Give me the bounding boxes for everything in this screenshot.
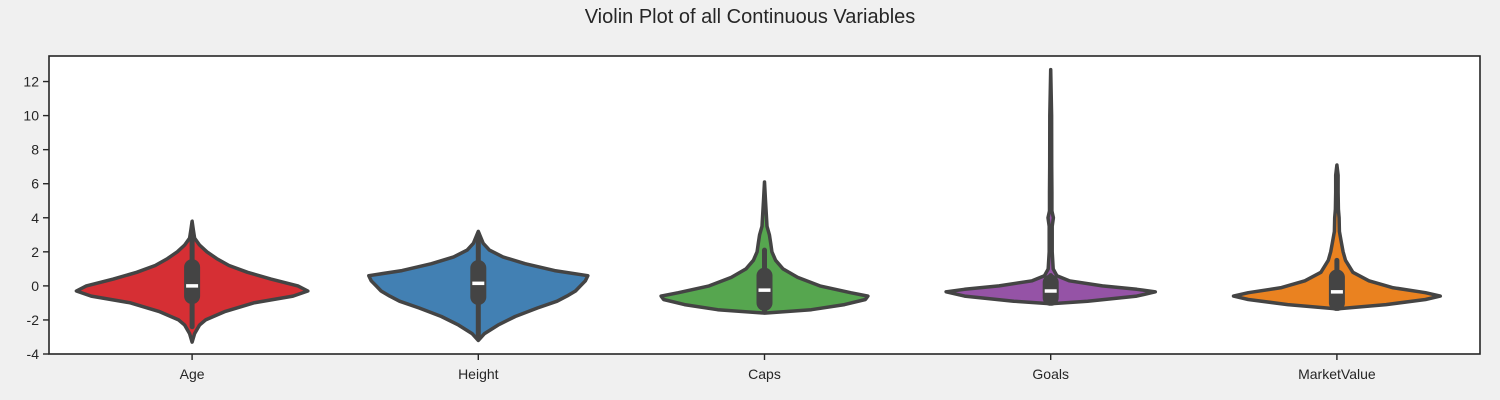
violin-height (367, 229, 590, 343)
x-tick-label: MarketValue (1298, 366, 1376, 382)
y-tick-label: 10 (23, 108, 39, 124)
y-tick-label: -4 (27, 346, 40, 362)
violin-body (1231, 163, 1443, 311)
violin-body (659, 180, 870, 315)
violin-goals (944, 67, 1158, 306)
y-tick-label: 2 (31, 244, 39, 260)
violin-age (74, 219, 310, 344)
y-tick-label: 4 (31, 210, 39, 226)
x-tick-label: Age (180, 366, 205, 382)
y-tick-label: -2 (27, 312, 40, 328)
violins (74, 67, 1443, 344)
chart-title: Violin Plot of all Continuous Variables (585, 6, 916, 28)
x-tick-label: Height (458, 366, 499, 382)
y-tick-label: 8 (31, 142, 39, 158)
x-axis: Age Height Caps Goals MarketValue (180, 354, 1376, 382)
violin-marketvalue (1231, 163, 1443, 311)
x-tick-label: Caps (748, 366, 781, 382)
plot-frame (48, 55, 1481, 355)
y-tick-label: 0 (31, 278, 39, 294)
x-tick-label: Goals (1032, 366, 1069, 382)
y-tick-label: 12 (23, 74, 39, 90)
violin-caps (659, 180, 870, 315)
y-axis: -4 -2 0 2 4 6 8 10 12 (23, 74, 49, 362)
y-tick-label: 6 (31, 176, 39, 192)
violin-body (944, 67, 1158, 306)
